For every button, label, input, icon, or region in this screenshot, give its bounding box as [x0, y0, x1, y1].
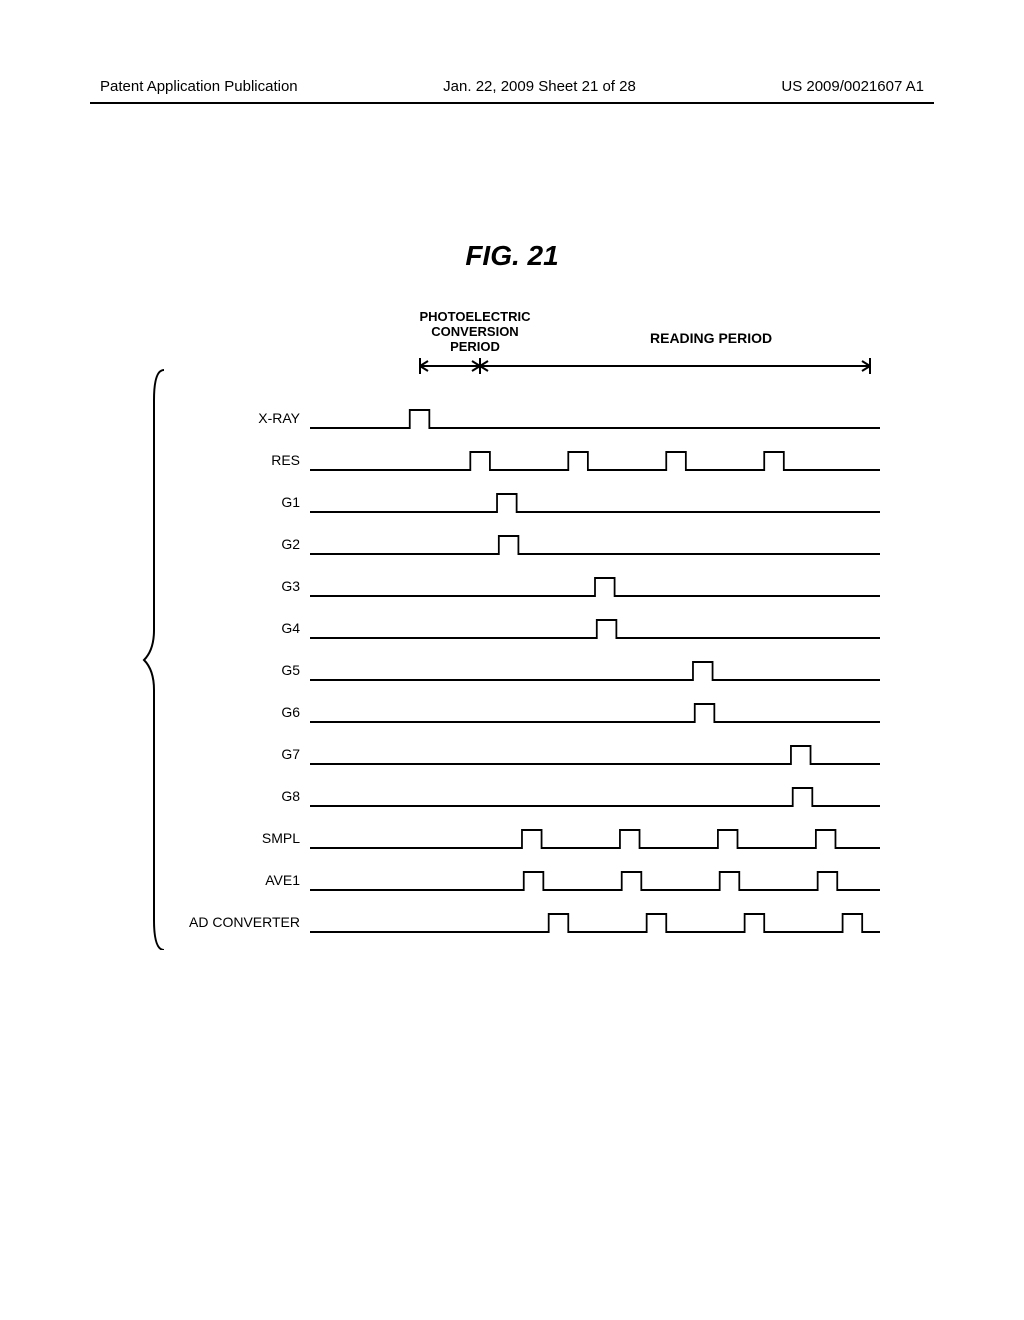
signal-waveform	[310, 652, 880, 688]
signal-label: G3	[170, 578, 310, 594]
header-left: Patent Application Publication	[100, 78, 298, 95]
reading-period-label: READING PERIOD	[650, 330, 772, 346]
timing-diagram: PHOTOELECTRICCONVERSIONPERIOD READING PE…	[140, 310, 880, 950]
signal-label: X-RAY	[170, 410, 310, 426]
signal-row: G8	[170, 778, 880, 814]
signal-row: G5	[170, 652, 880, 688]
signal-label: G8	[170, 788, 310, 804]
signal-row: G6	[170, 694, 880, 730]
signal-row: G1	[170, 484, 880, 520]
signal-label: G1	[170, 494, 310, 510]
signal-waveform	[310, 526, 880, 562]
signal-label: G7	[170, 746, 310, 762]
signals-container: X-RAY RES G1 G2 G3 G4 G5 G6 G7 G8 SMPL AVE1 AD CONVE…	[170, 400, 880, 946]
figure-title: FIG. 21	[0, 240, 1024, 272]
signal-label: G5	[170, 662, 310, 678]
signal-row: G7	[170, 736, 880, 772]
header-center: Jan. 22, 2009 Sheet 21 of 28	[443, 78, 636, 95]
header-right: US 2009/0021607 A1	[781, 78, 924, 95]
signal-row: RES	[170, 442, 880, 478]
signal-row: AD CONVERTER	[170, 904, 880, 940]
signal-label: G6	[170, 704, 310, 720]
photoelectric-label: PHOTOELECTRICCONVERSIONPERIOD	[410, 310, 540, 355]
period-arrows	[310, 356, 880, 376]
signal-waveform	[310, 442, 880, 478]
header-rule	[90, 102, 934, 104]
signal-waveform	[310, 400, 880, 436]
period-labels: PHOTOELECTRICCONVERSIONPERIOD READING PE…	[310, 310, 880, 380]
signal-waveform	[310, 736, 880, 772]
page-header: Patent Application Publication Jan. 22, …	[0, 78, 1024, 95]
signal-row: G4	[170, 610, 880, 646]
signal-waveform	[310, 568, 880, 604]
signal-waveform	[310, 610, 880, 646]
signal-waveform	[310, 820, 880, 856]
signal-label: RES	[170, 452, 310, 468]
signal-label: G4	[170, 620, 310, 636]
signal-row: X-RAY	[170, 400, 880, 436]
curly-brace	[140, 310, 170, 950]
signal-waveform	[310, 904, 880, 940]
signal-label: G2	[170, 536, 310, 552]
signal-waveform	[310, 862, 880, 898]
signal-row: SMPL	[170, 820, 880, 856]
signal-row: G3	[170, 568, 880, 604]
signal-waveform	[310, 694, 880, 730]
signal-row: AVE1	[170, 862, 880, 898]
signal-waveform	[310, 778, 880, 814]
signal-label: AVE1	[170, 872, 310, 888]
signal-row: G2	[170, 526, 880, 562]
signal-label: AD CONVERTER	[170, 914, 310, 930]
signal-label: SMPL	[170, 830, 310, 846]
signal-waveform	[310, 484, 880, 520]
